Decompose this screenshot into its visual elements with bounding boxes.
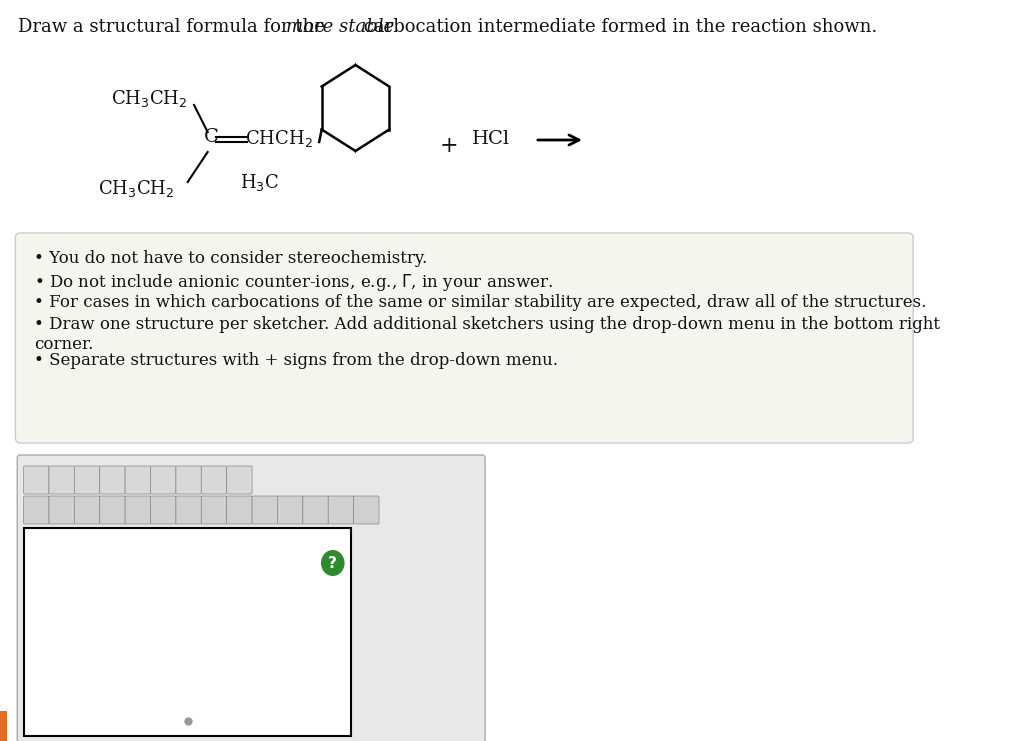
FancyBboxPatch shape [202,496,226,524]
FancyBboxPatch shape [176,466,202,494]
FancyBboxPatch shape [151,466,176,494]
Text: • Draw one structure per sketcher. Add additional sketchers using the drop-down : • Draw one structure per sketcher. Add a… [35,316,940,353]
Text: CH$_3$CH$_2$: CH$_3$CH$_2$ [98,178,174,199]
Text: • Do not include anionic counter-ions, e.g., $\Gamma$, in your answer.: • Do not include anionic counter-ions, e… [35,272,554,293]
Text: C: C [204,128,219,146]
FancyBboxPatch shape [24,466,49,494]
Text: CHCH$_2$: CHCH$_2$ [245,128,312,149]
FancyBboxPatch shape [99,496,125,524]
FancyBboxPatch shape [24,496,49,524]
Text: CH$_3$CH$_2$: CH$_3$CH$_2$ [111,88,187,109]
FancyBboxPatch shape [303,496,329,524]
Text: • You do not have to consider stereochemistry.: • You do not have to consider stereochem… [35,250,428,267]
FancyBboxPatch shape [353,496,379,524]
FancyBboxPatch shape [75,496,99,524]
Text: ?: ? [329,556,337,571]
FancyBboxPatch shape [75,466,99,494]
FancyBboxPatch shape [125,496,151,524]
FancyBboxPatch shape [15,233,913,443]
FancyBboxPatch shape [49,496,75,524]
FancyBboxPatch shape [202,466,226,494]
Text: • For cases in which carbocations of the same or similar stability are expected,: • For cases in which carbocations of the… [35,294,927,311]
Text: HCl: HCl [471,130,510,148]
Text: H$_3$C: H$_3$C [241,172,280,193]
FancyBboxPatch shape [176,496,202,524]
Text: carbocation intermediate formed in the reaction shown.: carbocation intermediate formed in the r… [358,18,878,36]
Bar [0,711,7,741]
FancyBboxPatch shape [252,496,278,524]
FancyBboxPatch shape [278,496,303,524]
FancyBboxPatch shape [226,496,252,524]
FancyBboxPatch shape [49,466,75,494]
Circle shape [321,550,344,576]
FancyBboxPatch shape [151,496,176,524]
Text: +: + [439,135,459,157]
FancyBboxPatch shape [125,466,151,494]
Text: more stable: more stable [286,18,394,36]
Bar [25,528,351,736]
Text: Draw a structural formula for the: Draw a structural formula for the [18,18,331,36]
FancyBboxPatch shape [329,496,353,524]
Text: • Separate structures with + signs from the drop-down menu.: • Separate structures with + signs from … [35,352,558,369]
FancyBboxPatch shape [17,455,485,741]
FancyBboxPatch shape [226,466,252,494]
FancyBboxPatch shape [99,466,125,494]
